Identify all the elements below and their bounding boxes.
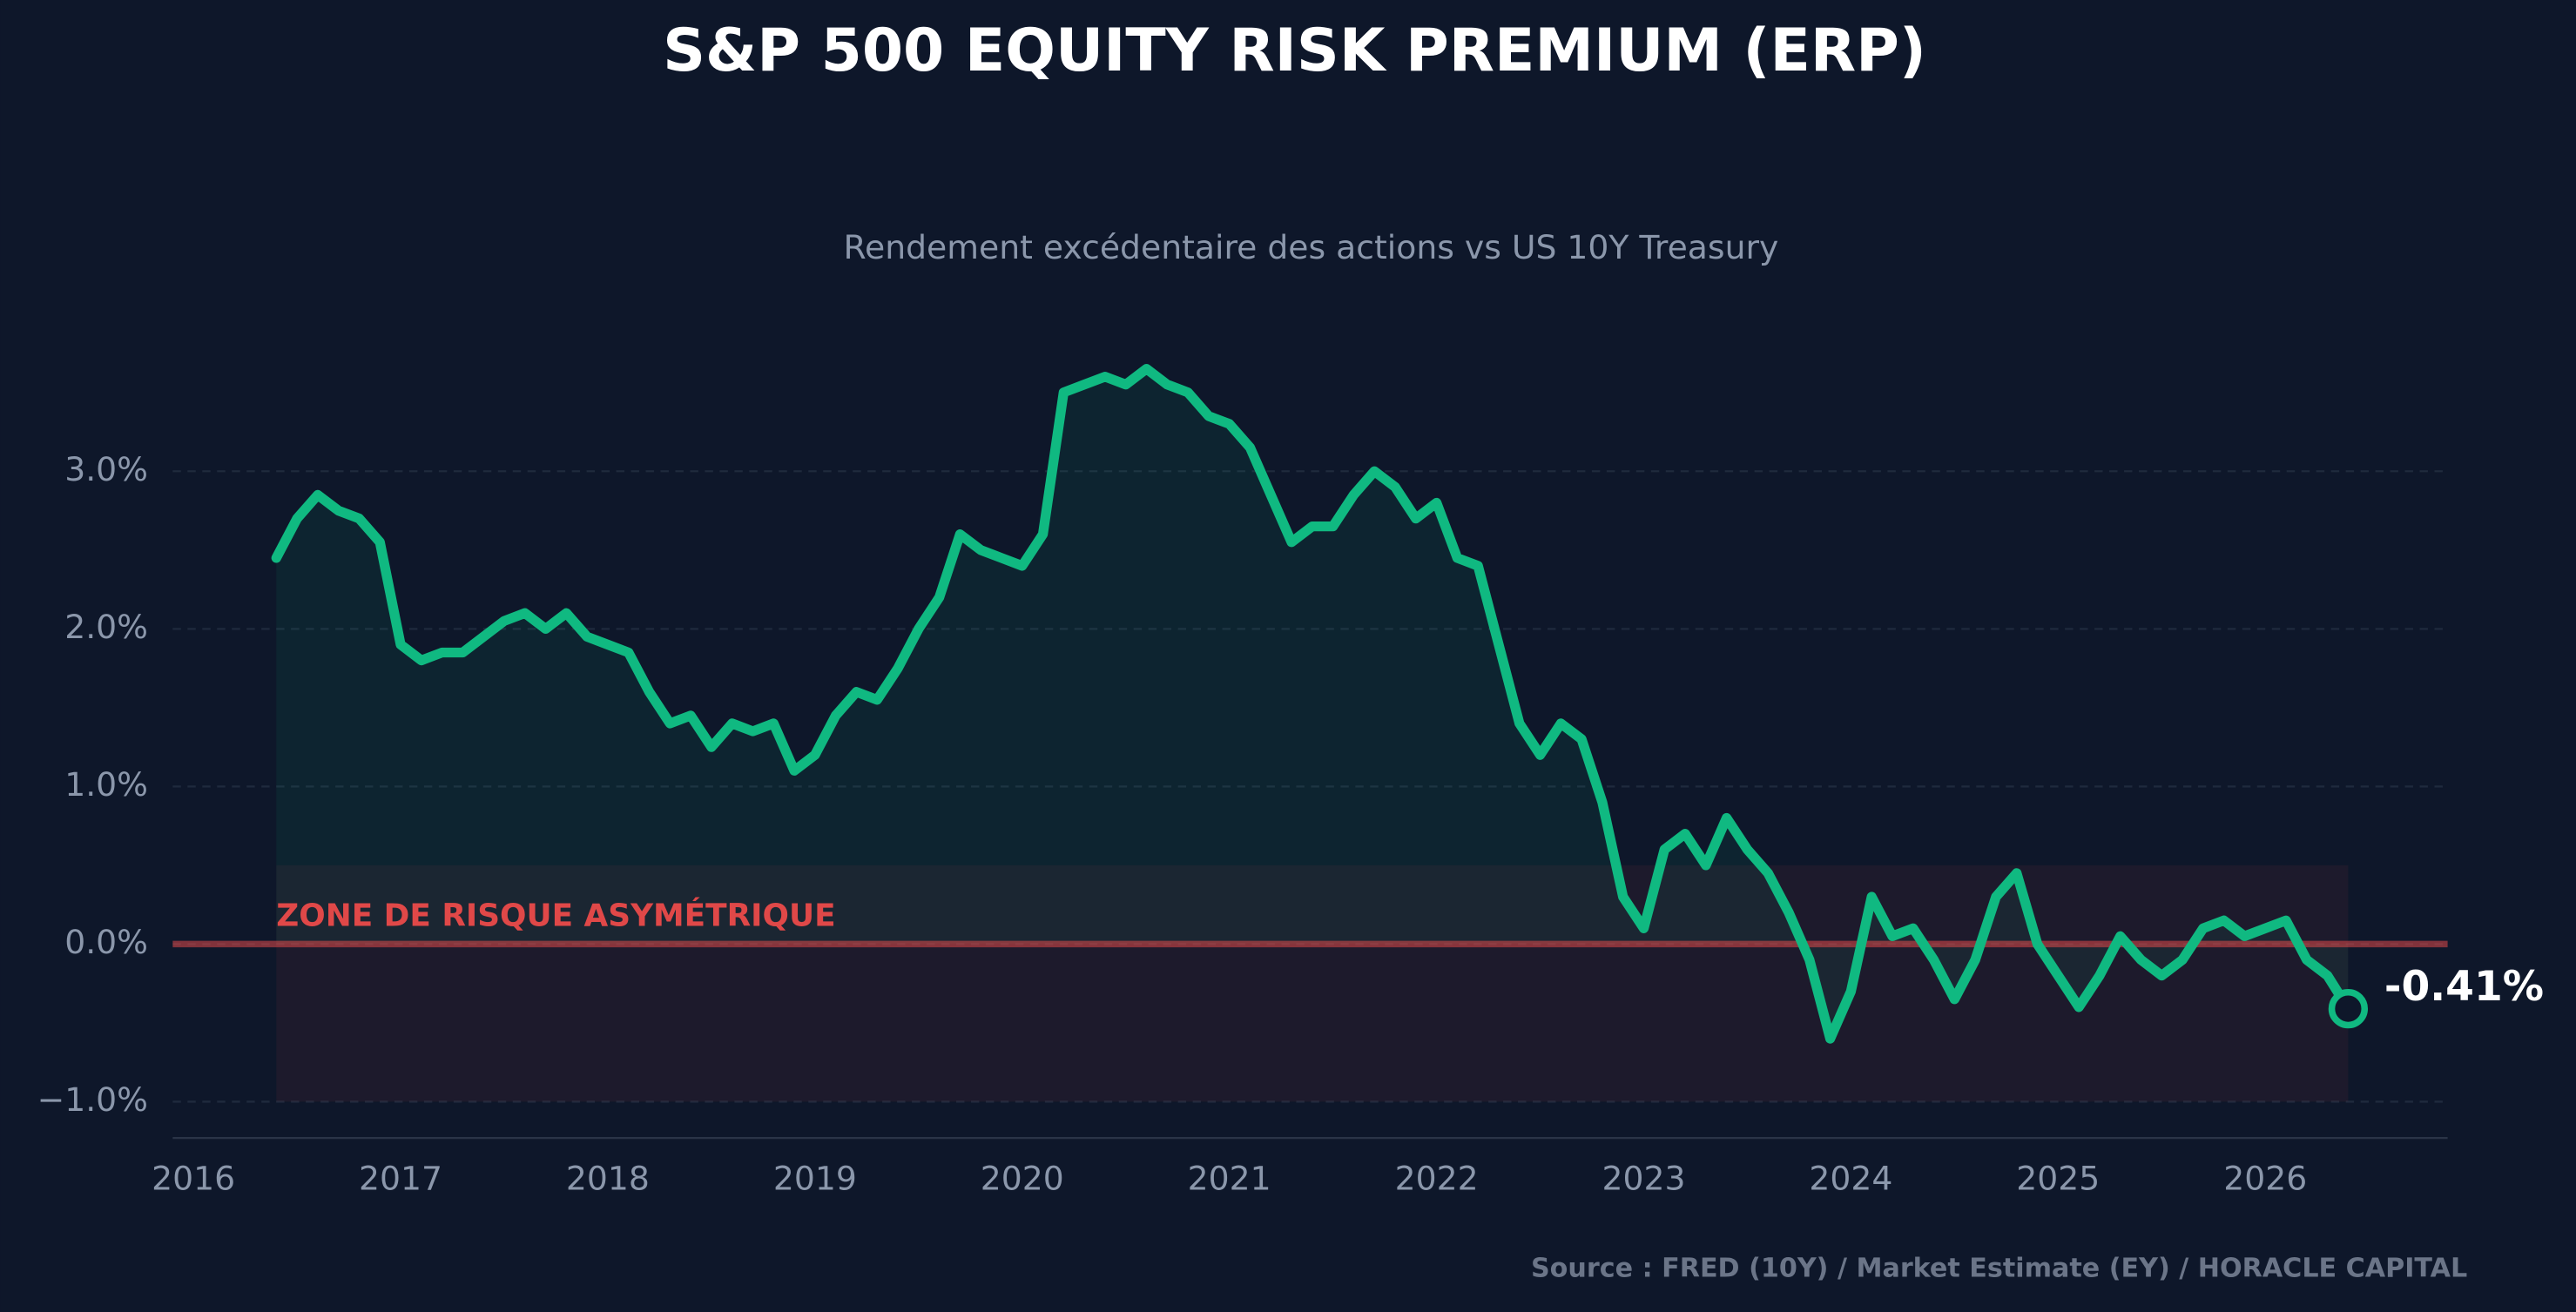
series-line <box>271 363 2354 1044</box>
x-tick-label: 2022 <box>1395 1160 1479 1198</box>
source: Source : FRED (10Y) / Market Estimate (E… <box>1531 1253 2467 1283</box>
last-value-label: -0.41% <box>2384 963 2544 1011</box>
x-tick-label: 2026 <box>2223 1160 2307 1198</box>
chart-subtitle: Rendement excédentaire des actions vs US… <box>843 228 1778 266</box>
x-tick-label: 2018 <box>566 1160 650 1198</box>
x-tick-label: 2019 <box>773 1160 857 1198</box>
x-tick-label: 2017 <box>359 1160 442 1198</box>
y-tick-label: 0.0% <box>64 923 148 961</box>
y-tick-label: 1.0% <box>64 765 148 804</box>
last-point <box>2328 988 2369 1029</box>
x-tick-label: 2016 <box>152 1160 235 1198</box>
x-tick-label: 2021 <box>1188 1160 1271 1198</box>
x-tick-label: 2020 <box>981 1160 1064 1198</box>
y-tick-label: 2.0% <box>64 608 148 646</box>
x-tick-label: 2023 <box>1602 1160 1685 1198</box>
zone-label: ZONE DE RISQUE ASYMÉTRIQUE <box>276 898 835 934</box>
area <box>276 368 2349 1040</box>
chart-title: S&P 500 EQUITY RISK PREMIUM (ERP) <box>663 17 1926 85</box>
risk-zone <box>276 865 2349 1102</box>
y-tick-label: 3.0% <box>64 450 148 488</box>
x-tick-label: 2024 <box>1809 1160 1892 1198</box>
x-tick-label: 2025 <box>2016 1160 2100 1198</box>
y-tick-label: −1.0% <box>37 1080 148 1119</box>
